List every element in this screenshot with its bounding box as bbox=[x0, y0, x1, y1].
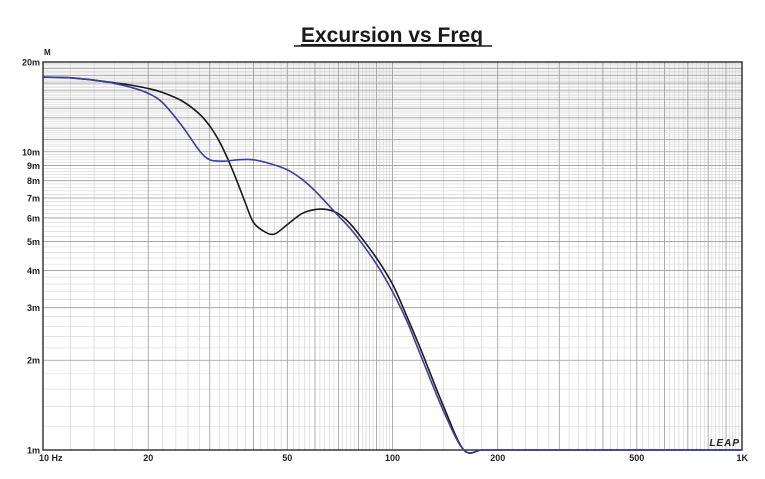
y-tick-label: 4m bbox=[27, 266, 40, 276]
y-tick-label: 3m bbox=[27, 303, 40, 313]
x-tick-label: 20 bbox=[143, 453, 153, 463]
series-layer bbox=[42, 76, 742, 454]
y-unit-label: M bbox=[44, 48, 51, 57]
y-tick-label: 5m bbox=[27, 237, 40, 247]
y-tick-label: 7m bbox=[27, 193, 40, 203]
x-tick-labels: 10 Hz 20 50 100 200 500 1K bbox=[39, 453, 748, 463]
y-tick-label: 20m bbox=[22, 58, 40, 68]
y-tick-label: 1m bbox=[27, 446, 40, 456]
x-tick-label: 1K bbox=[736, 453, 748, 463]
y-tick-label: 8m bbox=[27, 176, 40, 186]
leap-logo: LEAP bbox=[709, 438, 740, 449]
y-tick-label: 9m bbox=[27, 161, 40, 171]
y-tick-label: 10m bbox=[22, 147, 40, 157]
x-tick-label: 50 bbox=[282, 453, 292, 463]
series-line-2 bbox=[42, 76, 742, 454]
x-tick-label: 500 bbox=[629, 453, 644, 463]
y-tick-label: 2m bbox=[27, 356, 40, 366]
y-tick-label: 6m bbox=[27, 213, 40, 223]
x-tick-label: 200 bbox=[490, 453, 505, 463]
chart-title: Excursion vs Freq bbox=[301, 24, 483, 47]
y-tick-labels: 20m 10m 9m 8m 7m 6m 5m 4m 3m 2m 1m bbox=[22, 58, 40, 456]
major-gridlines bbox=[43, 62, 742, 450]
x-tick-label: 10 Hz bbox=[39, 453, 63, 463]
x-tick-label: 100 bbox=[385, 453, 400, 463]
plot-frame bbox=[42, 61, 743, 451]
